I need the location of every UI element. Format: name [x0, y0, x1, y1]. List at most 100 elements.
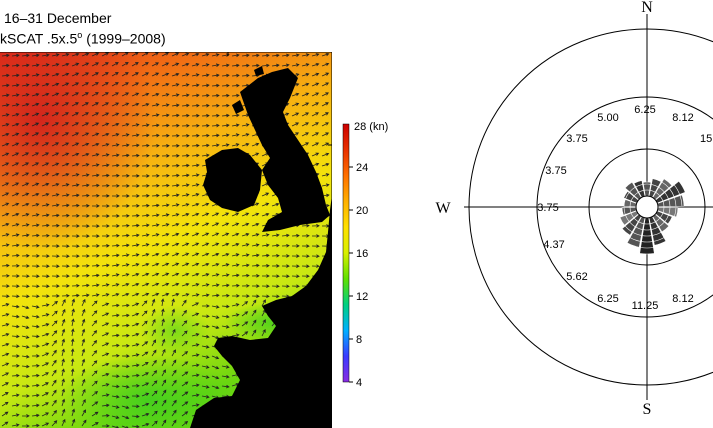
wind-arrow — [81, 234, 90, 238]
wind-arrow — [101, 393, 110, 397]
wind-arrow — [21, 243, 30, 248]
wind-arrow — [11, 142, 20, 147]
wind-arrow — [131, 184, 140, 188]
wind-arrow — [231, 212, 240, 217]
wind-arrow — [201, 143, 210, 148]
wind-arrow — [91, 214, 100, 218]
wind-arrow — [61, 234, 70, 238]
wind-arrow — [81, 283, 90, 288]
wind-arrow — [21, 182, 30, 187]
wind-arrow — [70, 348, 75, 357]
rose-petal-band — [629, 201, 632, 207]
wind-arrow — [151, 193, 160, 198]
wind-arrow — [31, 142, 40, 147]
wind-arrow — [131, 302, 140, 307]
wind-arrow — [1, 192, 10, 197]
wind-arrow — [191, 153, 200, 158]
wind-arrow — [181, 193, 190, 197]
wind-arrow — [1, 313, 10, 317]
wind-arrow — [171, 222, 180, 227]
wind-arrow — [211, 83, 220, 88]
wind-arrow — [121, 133, 130, 137]
wind-arrow — [301, 53, 310, 57]
wind-arrow — [41, 412, 50, 417]
wind-arrow — [201, 123, 210, 128]
wind-arrow — [1, 83, 10, 88]
wind-arrow — [101, 82, 109, 87]
wind-arrow — [321, 183, 330, 187]
wind-arrow — [221, 304, 230, 309]
wind-arrow — [81, 214, 90, 218]
wind-arrow — [31, 152, 40, 157]
wind-arrow — [301, 82, 310, 87]
wind-arrow — [191, 252, 200, 257]
wind-arrow — [221, 212, 230, 217]
wind-arrow — [251, 63, 260, 68]
wind-arrow — [111, 263, 120, 267]
wind-arrow — [101, 302, 110, 307]
wind-arrow — [101, 372, 110, 377]
wind-arrow — [21, 102, 30, 107]
wind-arrow — [71, 183, 80, 187]
wind-arrow — [121, 223, 130, 228]
wind-arrow — [51, 223, 60, 228]
wind-arrow — [1, 342, 10, 347]
wind-arrow — [131, 174, 140, 178]
wind-arrow — [301, 254, 310, 258]
wind-arrow — [91, 102, 99, 107]
wind-arrow — [81, 328, 86, 337]
wind-arrow — [121, 204, 130, 208]
wind-arrow — [131, 233, 140, 238]
wind-arrow — [111, 292, 120, 297]
rose-petal-band — [638, 190, 644, 193]
wind-arrow — [171, 298, 175, 307]
wind-arrow — [51, 152, 60, 157]
wind-arrow — [201, 385, 210, 389]
wind-arrow — [251, 294, 260, 298]
wind-arrow — [61, 293, 70, 298]
wind-arrow — [171, 282, 180, 287]
wind-arrow — [301, 92, 310, 97]
wind-arrow — [171, 242, 180, 247]
wind-arrow — [111, 133, 120, 137]
wind-arrow — [51, 82, 60, 87]
wind-arrow — [71, 408, 76, 417]
wind-arrow — [71, 92, 79, 97]
wind-arrow — [11, 192, 20, 197]
wind-arrow — [31, 83, 40, 87]
wind-arrow — [161, 93, 170, 97]
wind-arrow — [131, 243, 140, 247]
wind-arrow — [221, 293, 230, 298]
wind-arrow — [181, 232, 190, 237]
wind-arrow — [11, 334, 20, 339]
wind-arrow — [21, 172, 30, 177]
wind-arrow — [71, 102, 79, 107]
wind-arrow — [101, 332, 110, 337]
wind-arrow — [81, 122, 90, 127]
wind-arrow — [191, 383, 200, 388]
wind-arrow — [71, 122, 79, 127]
wind-arrow — [101, 424, 110, 428]
wind-arrow — [271, 63, 280, 68]
wind-arrow — [61, 122, 69, 127]
low-wind-patch-south — [60, 355, 240, 428]
wind-arrow — [51, 142, 60, 147]
wind-arrow — [41, 122, 50, 127]
wind-arrow — [301, 223, 310, 228]
wind-arrow — [1, 93, 10, 98]
wind-arrow — [161, 369, 166, 377]
wind-arrow — [91, 112, 100, 117]
wind-arrow — [1, 162, 10, 167]
wind-arrow — [221, 283, 230, 288]
wind-arrow — [171, 389, 177, 397]
wind-arrow — [61, 328, 66, 337]
wind-arrow — [61, 254, 70, 258]
wind-arrow — [141, 422, 150, 427]
wind-arrow — [211, 365, 220, 370]
wind-arrow — [81, 163, 90, 167]
wind-arrow — [311, 132, 320, 137]
wind-arrow — [231, 273, 240, 278]
wind-arrow — [141, 351, 149, 357]
wind-arrow — [181, 183, 190, 187]
wind-arrow — [121, 313, 130, 318]
